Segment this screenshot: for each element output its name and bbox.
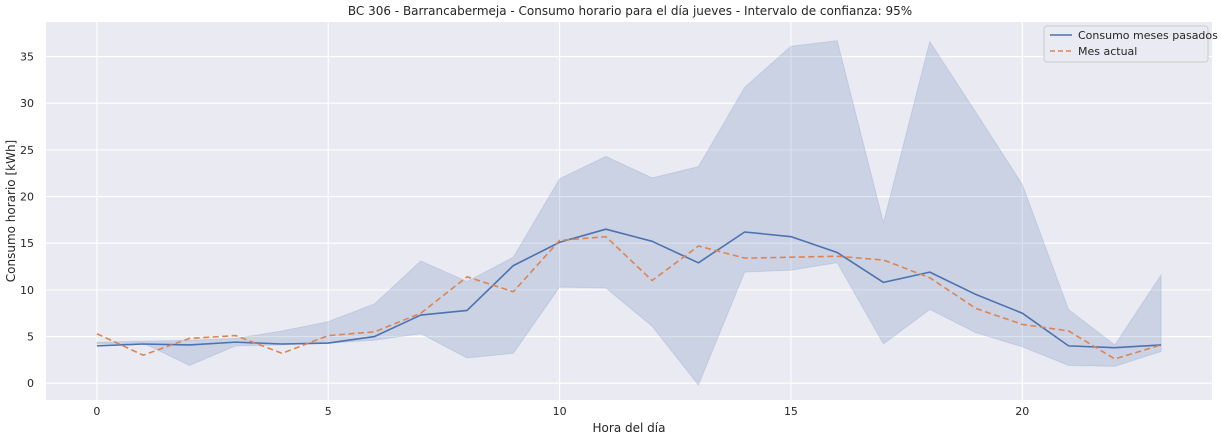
y-tick-label: 30 bbox=[20, 97, 34, 110]
y-tick-label: 15 bbox=[20, 237, 34, 250]
y-tick-label: 5 bbox=[27, 331, 34, 344]
series-layer bbox=[96, 228, 1162, 360]
x-tick-label: 0 bbox=[93, 405, 100, 418]
y-tick-label: 20 bbox=[20, 191, 34, 204]
x-tick-label: 5 bbox=[325, 405, 332, 418]
y-axis-label: Consumo horario [kWh] bbox=[4, 140, 18, 282]
confidence-band-consumo-meses-pasados bbox=[96, 40, 1162, 387]
chart-title: BC 306 - Barrancabermeja - Consumo horar… bbox=[348, 4, 912, 18]
grid bbox=[46, 22, 1212, 400]
legend-label-mes-actual: Mes actual bbox=[1078, 45, 1137, 58]
tick-labels: 0 5 10 15 20 0 5 10 15 20 25 30 35 bbox=[20, 51, 1029, 418]
legend-label-consumo: Consumo meses pasados bbox=[1078, 29, 1218, 42]
y-tick-label: 0 bbox=[27, 377, 34, 390]
legend-box bbox=[1043, 25, 1209, 63]
legend: Consumo meses pasados Mes actual bbox=[1043, 25, 1218, 63]
series-line-consumo-meses-pasados bbox=[96, 228, 1162, 349]
confidence-band-layer bbox=[96, 40, 1162, 387]
x-tick-label: 20 bbox=[1015, 405, 1029, 418]
x-tick-label: 15 bbox=[784, 405, 798, 418]
x-axis-label: Hora del día bbox=[593, 421, 666, 435]
x-tick-label: 10 bbox=[553, 405, 567, 418]
y-tick-label: 35 bbox=[20, 51, 34, 64]
y-tick-label: 10 bbox=[20, 284, 34, 297]
y-tick-label: 25 bbox=[20, 144, 34, 157]
